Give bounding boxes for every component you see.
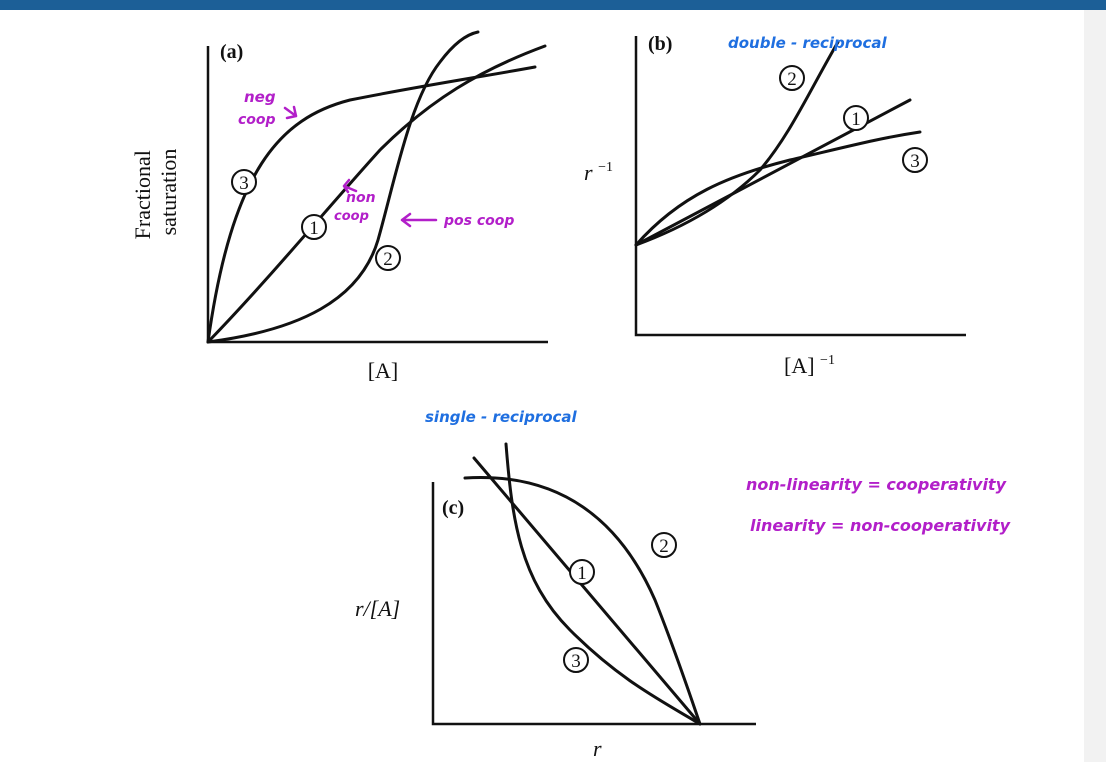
panel-c-curve-2-marker [651, 532, 677, 558]
panel-b-curve-1-label: 1 [851, 109, 861, 130]
panel-c-xlabel: r [593, 736, 602, 761]
panel-c-curve-1-marker [569, 559, 595, 585]
panel-a: (a) Fractional saturation [A] 3 1 2 neg … [130, 30, 548, 383]
pos-coop-arrow-icon [400, 212, 438, 228]
panel-b-curve-1-marker [843, 105, 869, 131]
panel-b-ylabel-sup: −1 [598, 160, 613, 175]
annotation-pos-coop: pos coop [443, 213, 514, 229]
panel-b-ylabel-main: r [584, 160, 593, 185]
panel-c-curve-1-label: 1 [577, 563, 587, 584]
panel-b-curve-2-label: 2 [787, 69, 797, 90]
panel-a-curve-1-label: 1 [309, 218, 319, 239]
panel-a-curve-1 [206, 44, 547, 344]
panel-b-curve-3-label: 3 [910, 151, 920, 172]
panel-a-ylabel-line1: Fractional [130, 150, 155, 239]
annotation-neg-coop-line1: neg [244, 88, 276, 106]
panel-c-ylabel: r/[A] [355, 596, 400, 621]
panel-b-curve-1 [634, 98, 912, 247]
note-linearity: linearity = non-cooperativity [750, 516, 1011, 535]
panel-b-xlabel-main: [A] [784, 353, 815, 378]
panel-a-curve-2-marker [375, 245, 401, 271]
panel-b-curve-3-marker [902, 147, 928, 173]
panel-c: (c) r/[A] r 1 2 3 single - reciprocal [355, 408, 756, 761]
panel-a-ylabel-line2: saturation [156, 149, 181, 236]
panel-c-curve-3-marker [563, 647, 589, 673]
annotation-neg-coop-line2: coop [238, 112, 276, 128]
panel-c-letter: (c) [442, 497, 464, 519]
top-bar [0, 0, 1106, 10]
annotation-non-coop-line1: non [346, 190, 376, 206]
panel-a-curve-2 [206, 30, 480, 344]
panel-b-xlabel: [A] −1 [784, 353, 835, 378]
panel-a-xlabel: [A] [368, 358, 399, 383]
annotation-single-reciprocal: single - reciprocal [425, 408, 578, 426]
panel-b-ylabel: r −1 [584, 160, 613, 185]
panel-b-xlabel-sup: −1 [820, 353, 835, 368]
panel-a-curve-3-marker [231, 169, 257, 195]
panel-a-curve-2-label: 2 [383, 249, 393, 270]
panel-c-curve-1 [472, 456, 702, 726]
non-coop-arrow-icon [342, 178, 358, 194]
right-edge-strip [1084, 10, 1106, 762]
panel-c-curve-2 [463, 475, 702, 726]
panel-b-curve-2 [634, 40, 840, 247]
annotation-double-reciprocal: double - reciprocal [728, 34, 888, 52]
panel-b: (b) r −1 [A] −1 2 1 3 double - reciproca… [584, 33, 966, 378]
panel-a-curve-3-label: 3 [239, 173, 249, 194]
panel-c-curve-2-label: 2 [659, 536, 669, 557]
panel-a-letter: (a) [220, 41, 243, 63]
panel-a-curve-1-marker [301, 214, 327, 240]
panel-c-axes [431, 482, 756, 726]
panel-b-curve-3 [634, 130, 922, 247]
panel-b-curve-2-marker [779, 65, 805, 91]
annotation-non-coop-line2: coop [334, 209, 369, 224]
panel-a-ylabel: Fractional saturation [130, 145, 181, 240]
panel-b-axes [634, 36, 966, 337]
panel-c-curve-3 [504, 442, 702, 726]
panel-c-curve-3-label: 3 [571, 651, 581, 672]
neg-coop-arrow-icon [283, 105, 298, 120]
note-nonlinearity: non-linearity = cooperativity [746, 475, 1007, 494]
panel-b-letter: (b) [648, 33, 672, 55]
